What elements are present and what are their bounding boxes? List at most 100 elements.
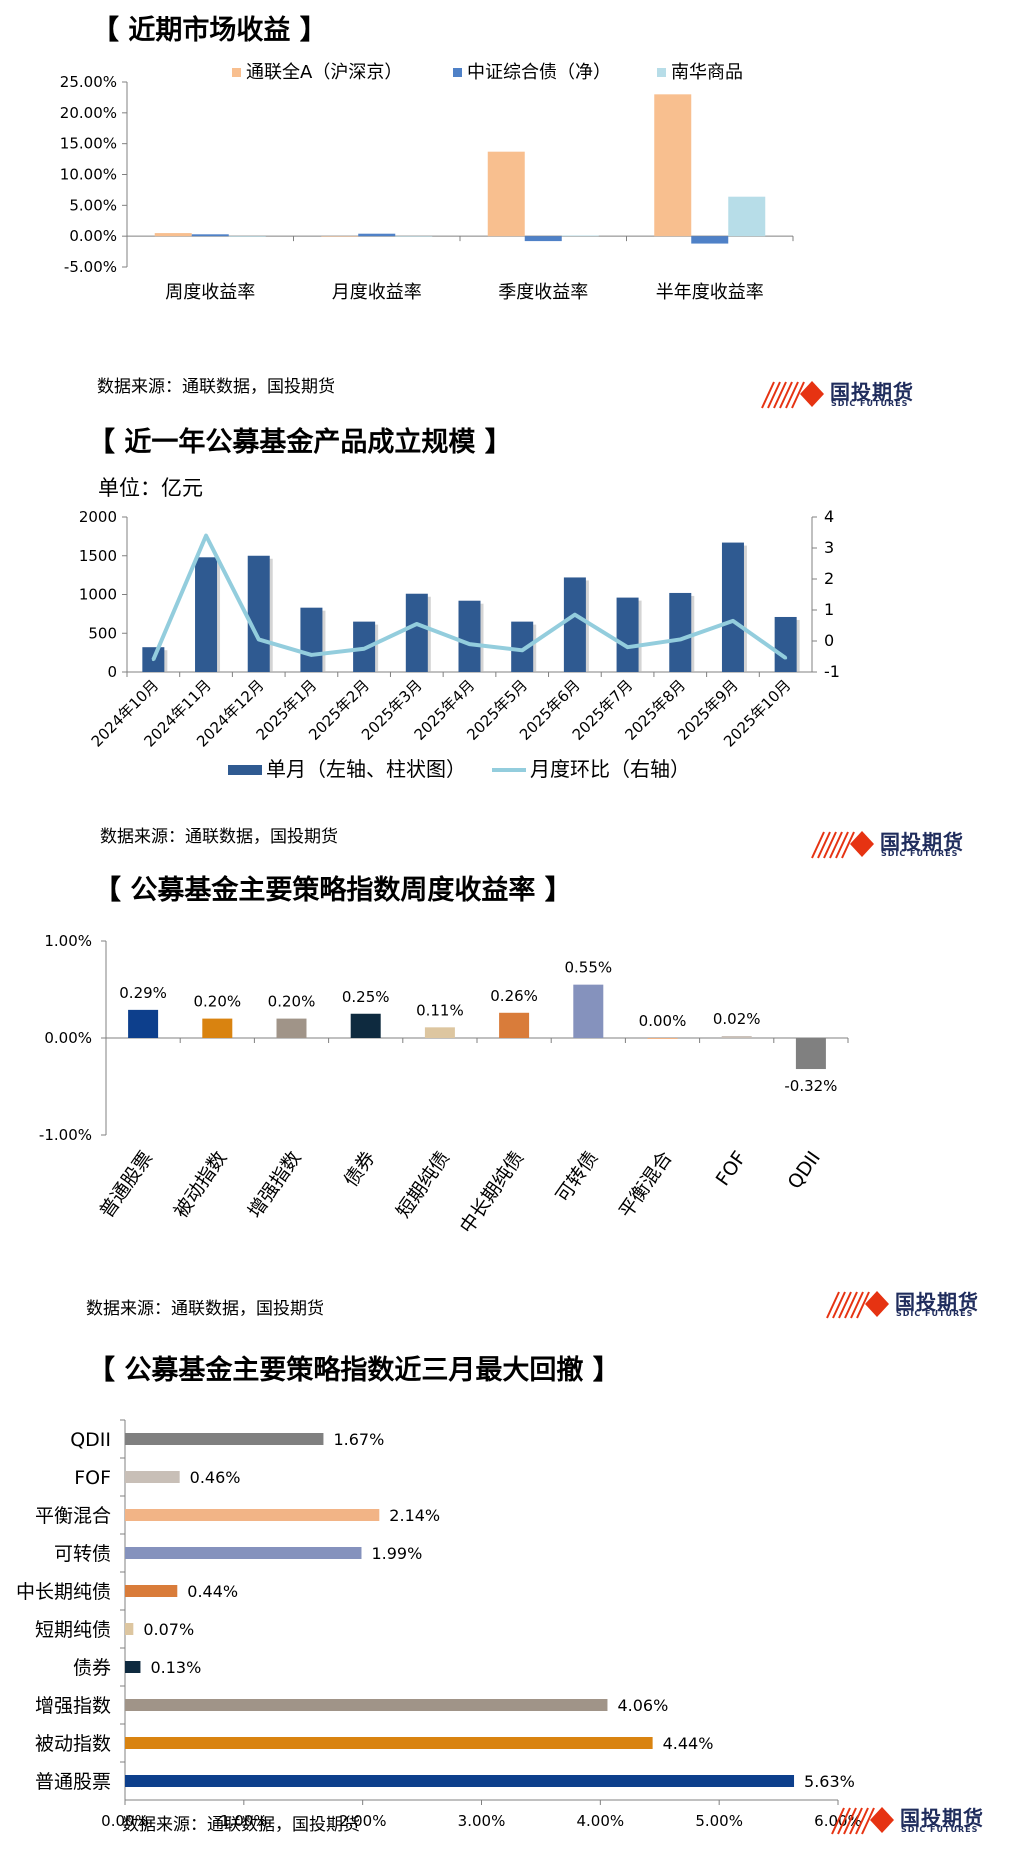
bar-0 bbox=[128, 1009, 159, 1038]
logo-stripe bbox=[785, 381, 799, 409]
fund-issuance-section: 【 近一年公募基金产品成立规模 】 单位：亿元 0 500 1000 1500 2000… bbox=[0, 420, 1035, 860]
legend-swatch-bar bbox=[228, 765, 262, 775]
x-category-label: 债券 bbox=[340, 1147, 380, 1191]
data-label-6: 0.55% bbox=[564, 959, 612, 977]
data-label-4: 0.11% bbox=[416, 1001, 464, 1019]
bar-11 bbox=[721, 542, 744, 672]
legend-swatch bbox=[453, 68, 462, 77]
y-tick-label-right: -1 bbox=[824, 662, 840, 681]
y-category-label: FOF bbox=[74, 1467, 111, 1489]
logo-stripe bbox=[811, 831, 825, 859]
chart4-title: 【 公募基金主要策略指数近三月最大回撤 】 bbox=[88, 1355, 620, 1386]
x-category-label: 中长期纯债 bbox=[456, 1147, 529, 1237]
data-label-7: 4.06% bbox=[617, 1696, 668, 1715]
x-category-label: FOF bbox=[712, 1147, 751, 1190]
bar-3 bbox=[300, 607, 323, 672]
x-category-label: QDII bbox=[784, 1147, 825, 1193]
weekly-returns-section: 【 公募基金主要策略指数周度收益率 】 -1.00% 0.00% 1.00% 0.29… bbox=[0, 860, 1035, 1340]
line-point-4 bbox=[362, 647, 366, 651]
bar-4 bbox=[125, 1585, 178, 1597]
chart2-title: 【 近一年公募基金产品成立规模 】 bbox=[88, 427, 512, 458]
bar-1-2 bbox=[524, 236, 562, 242]
y-tick-label-left: 1000 bbox=[79, 586, 117, 604]
logo-stripe bbox=[829, 831, 843, 859]
bar-1-0 bbox=[191, 234, 229, 237]
logo-stripe bbox=[843, 1807, 857, 1835]
line-point-2 bbox=[257, 637, 261, 641]
bar-1-3 bbox=[691, 236, 729, 244]
logo-stripe bbox=[773, 381, 787, 409]
y-tick-label: -5.00% bbox=[64, 258, 117, 276]
data-label-9: 5.63% bbox=[804, 1772, 855, 1791]
sdic-logo: 国投期货 SDIC FUTURES bbox=[760, 378, 940, 410]
logo-stripe bbox=[832, 1291, 846, 1319]
bar-9 bbox=[125, 1775, 795, 1787]
logo-diamond bbox=[870, 1807, 894, 1833]
legend-swatch bbox=[657, 68, 666, 77]
y-category-label: 债券 bbox=[73, 1657, 111, 1679]
legend-label-bar: 单月（左轴、柱状图） bbox=[266, 757, 466, 781]
y-tick-label-right: 4 bbox=[824, 507, 834, 526]
logo-diamond bbox=[865, 1291, 889, 1317]
y-tick-label-right: 0 bbox=[824, 631, 834, 650]
y-tick-label: 25.00% bbox=[60, 73, 117, 91]
bar-2 bbox=[276, 1018, 307, 1038]
data-label-1: 0.46% bbox=[190, 1468, 241, 1487]
sdic-logo-icon bbox=[811, 831, 874, 859]
bar-5 bbox=[125, 1623, 134, 1635]
y-category-label: 平衡混合 bbox=[35, 1505, 111, 1527]
chart2-unit: 单位：亿元 bbox=[98, 476, 203, 500]
legend-label-line: 月度环比（右轴） bbox=[530, 757, 690, 781]
x-category-label: 周度收益率 bbox=[165, 282, 255, 303]
y-tick-label-left: 500 bbox=[88, 624, 117, 642]
data-label-0: 1.67% bbox=[333, 1430, 384, 1449]
chart1-title: 【 近期市场收益 】 bbox=[92, 15, 327, 46]
data-label-7: 0.00% bbox=[639, 1012, 687, 1030]
x-category-label: 短期纯债 bbox=[392, 1147, 454, 1222]
legend-label: 通联全A（沪深京） bbox=[246, 62, 402, 83]
line-point-3 bbox=[309, 653, 313, 657]
y-category-label: 短期纯债 bbox=[35, 1619, 111, 1641]
logo-stripe bbox=[761, 381, 775, 409]
line-point-12 bbox=[784, 656, 788, 660]
x-category-label: 月度收益率 bbox=[332, 282, 422, 303]
x-category-label: 半年度收益率 bbox=[656, 282, 764, 303]
bar-2 bbox=[247, 555, 270, 672]
logo-stripe bbox=[856, 1291, 870, 1319]
y-category-label: 普通股票 bbox=[35, 1771, 111, 1793]
chart3-title: 【 公募基金主要策略指数周度收益率 】 bbox=[94, 875, 572, 906]
sdic-logo-sub: SDIC FUTURES bbox=[831, 399, 909, 408]
data-label-6: 0.13% bbox=[150, 1658, 201, 1677]
bar-5 bbox=[405, 593, 428, 672]
bar-2 bbox=[125, 1509, 380, 1521]
bar-2-1 bbox=[395, 236, 433, 237]
bar-4 bbox=[424, 1027, 455, 1038]
sdic-logo-sub: SDIC FUTURES bbox=[896, 1309, 974, 1318]
data-label-3: 1.99% bbox=[371, 1544, 422, 1563]
x-tick-label: 2.00% bbox=[339, 1812, 387, 1830]
bar-2-0 bbox=[228, 236, 266, 237]
y-tick-label: 15.00% bbox=[60, 135, 117, 153]
bar-1 bbox=[195, 557, 218, 672]
y-tick-label-left: 1500 bbox=[79, 547, 117, 565]
bar-7 bbox=[511, 621, 534, 672]
sdic-logo-icon bbox=[761, 381, 824, 409]
data-label-2: 0.20% bbox=[268, 993, 316, 1011]
market-returns-section: 【 近期市场收益 】 -5.00% 0.00% 5.00% 10.00% 15.00% 2… bbox=[0, 0, 1035, 420]
bar-1 bbox=[202, 1018, 233, 1038]
x-category-label: 可转债 bbox=[552, 1147, 603, 1206]
legend-label: 南华商品 bbox=[671, 62, 743, 83]
chart1-source: 数据来源：通联数据，国投期货 bbox=[97, 377, 335, 397]
chart4-source: 数据来源：通联数据，国投期货 bbox=[122, 1815, 360, 1835]
y-category-label: QDII bbox=[70, 1429, 111, 1451]
logo-stripe bbox=[837, 1807, 851, 1835]
chart3-source: 数据来源：通联数据，国投期货 bbox=[86, 1299, 324, 1319]
sdic-logo-icon bbox=[826, 1291, 889, 1319]
logo-stripe bbox=[855, 1807, 869, 1835]
bar-0-3 bbox=[654, 94, 692, 237]
bar-8 bbox=[563, 577, 586, 672]
sdic-logo: 国投期货 SDIC FUTURES bbox=[825, 1288, 1005, 1320]
y-tick-label-right: 1 bbox=[824, 600, 834, 619]
logo-stripe bbox=[841, 831, 855, 859]
sdic-logo-icon bbox=[831, 1807, 894, 1835]
